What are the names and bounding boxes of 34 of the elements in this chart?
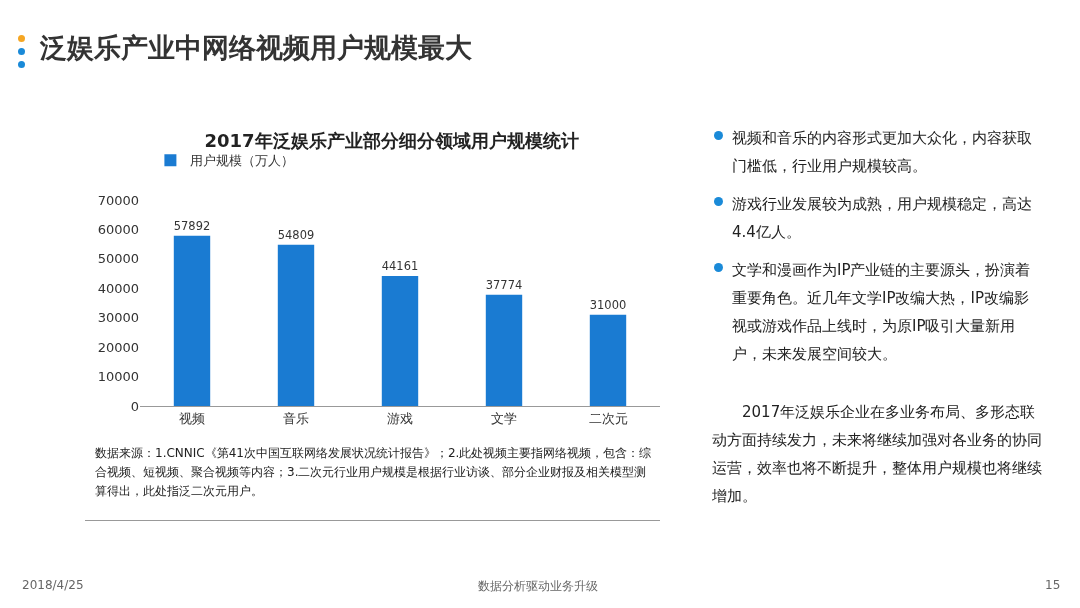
chart-title: 2017年泛娱乐产业部分细分领域用户规模统计 xyxy=(204,129,579,151)
bar xyxy=(589,314,627,406)
y-tick-label: 50000 xyxy=(97,251,139,267)
data-label: 54809 xyxy=(277,228,315,243)
text: 数据分析驱动业务升级 xyxy=(478,578,598,595)
legend-label: 用户规模（万人） xyxy=(190,153,295,169)
y-tick-label: 40000 xyxy=(97,280,139,296)
text: 2018/4/25 xyxy=(22,578,84,592)
y-tick-label: 10000 xyxy=(97,369,139,385)
y-tick-label: 70000 xyxy=(97,192,139,208)
text: 游戏行业发展较为成熟，用户规模稳定，高达4.4亿人。 xyxy=(732,195,1032,241)
x-tick-label: 二次元 xyxy=(588,410,628,426)
text: 视频和音乐的内容形式更加大众化，内容获取门槛低，行业用户规模较高。 xyxy=(732,129,1032,175)
text: 2017年泛娱乐企业在多业务布局、多形态联动方面持续发力，未来将继续加强对各业务的协同运营，效率也将不断提升，整体用户规模也将继续增加。 xyxy=(712,402,1042,507)
x-tick-label: 文学 xyxy=(491,410,517,426)
source-note: 数据来源：1.CNNIC《第41次中国互联网络发展状况统计报告》；2.此处视频主要指网络视频，包含：综合视频、短视频、聚合视频等内容；3.二次元行业用户规模是根据行业访谈、部分企业财报及相关模型测算得出，此处指泛二次元用户。 xyxy=(95,445,653,500)
data-label: 37774 xyxy=(485,278,523,293)
text: 文学和漫画作为IP产业链的主要源头，扮演着重要角色。近几年文学IP改编大热，IP改编影视或游戏作品上线时，为原IP吸引大量新用户，未来发展空间较大。 xyxy=(732,261,1031,363)
y-tick-label: 60000 xyxy=(97,221,139,237)
text: 泛娱乐产业中网络视频用户规模最大 xyxy=(40,31,472,65)
x-tick-label: 视频 xyxy=(179,410,205,426)
x-tick-label: 游戏 xyxy=(387,410,413,426)
y-tick-label: 20000 xyxy=(97,339,139,355)
data-label: 31000 xyxy=(589,298,627,313)
bar xyxy=(173,235,211,406)
x-tick-label: 音乐 xyxy=(283,410,309,426)
bar xyxy=(381,276,419,406)
data-label: 57892 xyxy=(173,218,211,233)
data-label: 44161 xyxy=(381,259,419,274)
y-tick-label: 30000 xyxy=(97,310,139,326)
bar xyxy=(485,294,523,406)
text: 15 xyxy=(1045,578,1061,592)
y-tick-label: 0 xyxy=(130,398,139,414)
bar xyxy=(277,244,315,406)
